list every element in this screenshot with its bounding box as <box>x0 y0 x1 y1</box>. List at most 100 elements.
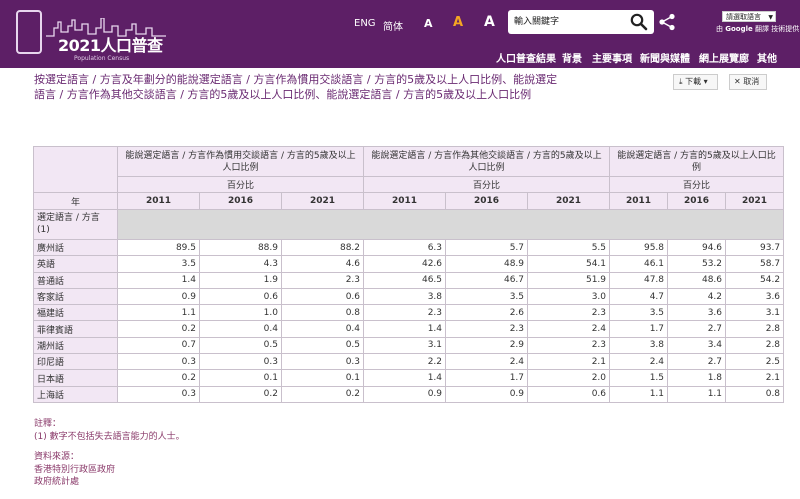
nav-item-background[interactable]: 背景 <box>562 54 582 65</box>
note-1: (1) 數字不包括失去語言能力的人士。 <box>34 431 185 442</box>
table-cell: 0.1 <box>280 369 365 387</box>
table-row: 客家話 0.9 0.6 0.6 3.8 3.5 3.0 4.7 4.2 3.6 <box>33 287 785 306</box>
table-cell: 1.5 <box>609 369 669 387</box>
table-cell: 2.8 <box>725 320 785 338</box>
lang-english-link[interactable]: ENG <box>354 18 376 29</box>
google-logo[interactable]: Google <box>725 25 753 33</box>
table-cell: 1.4 <box>363 369 447 387</box>
table-cell: 0.2 <box>280 385 365 403</box>
table-cell: 0.7 <box>117 336 200 355</box>
nav-item-online-gallery[interactable]: 網上展覽廊 <box>699 54 749 65</box>
table-cell: 3.5 <box>609 304 669 322</box>
table-cell: 1.1 <box>667 385 727 403</box>
census-logo[interactable]: 2021人口普查 Population Census <box>14 10 204 62</box>
table-cell: 1.1 <box>117 304 200 322</box>
lang-simplified-link[interactable]: 简体 <box>383 22 403 33</box>
nav-item-results[interactable]: 人口普查結果 <box>496 54 556 65</box>
table-cell: 0.3 <box>117 385 200 403</box>
notes-section: 註釋： (1) 數字不包括失去語言能力的人士。 資料來源： 香港特別行政區政府 … <box>34 418 185 489</box>
table-cell: 42.6 <box>363 255 447 273</box>
nav-item-press-media[interactable]: 新聞與媒體 <box>640 54 690 65</box>
table-cell: 2.8 <box>725 336 785 355</box>
year-header: 2011 <box>609 192 669 210</box>
row-label: 福建話 <box>33 304 118 322</box>
table-cell: 3.5 <box>117 255 200 273</box>
table-cell: 3.6 <box>667 304 727 322</box>
source-label: 資料來源： <box>34 452 80 462</box>
table-cell: 0.4 <box>280 320 365 338</box>
group-header-usual: 能說選定語言 / 方言作為慣用交談語言 / 方言的5歲及以上人口比例 <box>116 146 365 177</box>
chevron-down-icon: ▼ <box>768 14 773 21</box>
row-label: 英語 <box>33 255 118 273</box>
translate-language-select[interactable]: 請選取語言 ▼ <box>722 11 776 22</box>
unit-header: 百分比 <box>609 176 785 193</box>
table-row: 上海話 0.3 0.2 0.2 0.9 0.9 0.6 1.1 1.1 0.8 <box>33 385 785 403</box>
table-cell: 2.7 <box>667 320 727 338</box>
table-cell: 1.7 <box>609 320 669 338</box>
table-cell: 0.9 <box>117 287 200 306</box>
table-cell: 47.8 <box>609 271 669 289</box>
table-cell: 1.0 <box>199 304 282 322</box>
year-header: 2011 <box>117 192 200 210</box>
year-header: 2021 <box>280 192 365 210</box>
table-cell: 0.4 <box>199 320 282 338</box>
table-cell: 5.7 <box>445 238 529 257</box>
blank-gray-row <box>116 209 785 240</box>
table-cell: 0.3 <box>280 353 365 371</box>
logo-subtitle: Population Census <box>74 55 130 62</box>
table-cell: 5.5 <box>527 238 611 257</box>
table-cell: 0.9 <box>445 385 529 403</box>
year-header: 2021 <box>527 192 611 210</box>
download-icon: ⤓ <box>679 77 686 86</box>
search-icon[interactable] <box>630 13 648 31</box>
table-row: 菲律賓語 0.2 0.4 0.4 1.4 2.3 2.4 1.7 2.7 2.8 <box>33 320 785 338</box>
row-label: 普通話 <box>33 271 118 289</box>
font-size-large-button[interactable]: A <box>484 14 495 30</box>
notes-label: 註釋： <box>34 419 62 429</box>
logo-year: 2021人口普查 <box>58 36 163 55</box>
table-cell: 3.6 <box>725 287 785 306</box>
table-cell: 6.3 <box>363 238 447 257</box>
row-label: 菲律賓語 <box>33 320 118 338</box>
table-cell: 4.6 <box>280 255 365 273</box>
row-label: 客家話 <box>33 287 118 306</box>
row-label: 上海話 <box>33 385 118 403</box>
font-size-small-button[interactable]: A <box>424 17 433 30</box>
share-icon[interactable] <box>658 13 676 31</box>
search-box <box>508 10 654 34</box>
table-cell: 3.8 <box>363 287 447 306</box>
table-cell: 89.5 <box>117 238 200 257</box>
group-header-other: 能說選定語言 / 方言作為其他交談語言 / 方言的5歲及以上人口比例 <box>363 146 611 177</box>
cancel-button[interactable]: ✕ 取消 <box>729 74 767 90</box>
table-corner-cell <box>33 146 118 193</box>
search-input[interactable] <box>514 14 626 30</box>
source-line-1: 香港特別行政區政府 <box>34 464 116 475</box>
table-cell: 48.9 <box>445 255 529 273</box>
nav-item-key-events[interactable]: 主要事項 <box>592 54 632 65</box>
group-header-able: 能說選定語言 / 方言的5歲及以上人口比例 <box>609 146 785 177</box>
table-cell: 2.3 <box>527 336 611 355</box>
table-cell: 4.7 <box>609 287 669 306</box>
data-table: 能說選定語言 / 方言作為慣用交談語言 / 方言的5歲及以上人口比例 能說選定語… <box>33 146 785 403</box>
table-cell: 54.1 <box>527 255 611 273</box>
nav-item-others[interactable]: 其他 <box>757 54 777 65</box>
skyline-icon <box>46 18 166 37</box>
table-cell: 2.3 <box>527 304 611 322</box>
table-cell: 2.5 <box>725 353 785 371</box>
table-cell: 2.2 <box>363 353 447 371</box>
table-cell: 2.0 <box>527 369 611 387</box>
table-cell: 53.2 <box>667 255 727 273</box>
table-cell: 2.6 <box>445 304 529 322</box>
page-title: 按選定語言 / 方言及年劃分的能說選定語言 / 方言作為慣用交談語言 / 方言的… <box>34 73 558 101</box>
table-cell: 1.4 <box>363 320 447 338</box>
source-line-2: 政府統計處 <box>34 477 80 487</box>
table-cell: 0.5 <box>199 336 282 355</box>
year-row-label: 年 <box>33 192 118 210</box>
close-icon: ✕ <box>734 77 744 86</box>
table-cell: 1.4 <box>117 271 200 289</box>
font-size-medium-button[interactable]: A <box>453 15 464 30</box>
download-button[interactable]: ⤓ 下載 ▾ <box>673 74 718 90</box>
table-cell: 0.3 <box>199 353 282 371</box>
row-label: 印尼語 <box>33 353 118 371</box>
unit-header: 百分比 <box>363 176 611 193</box>
